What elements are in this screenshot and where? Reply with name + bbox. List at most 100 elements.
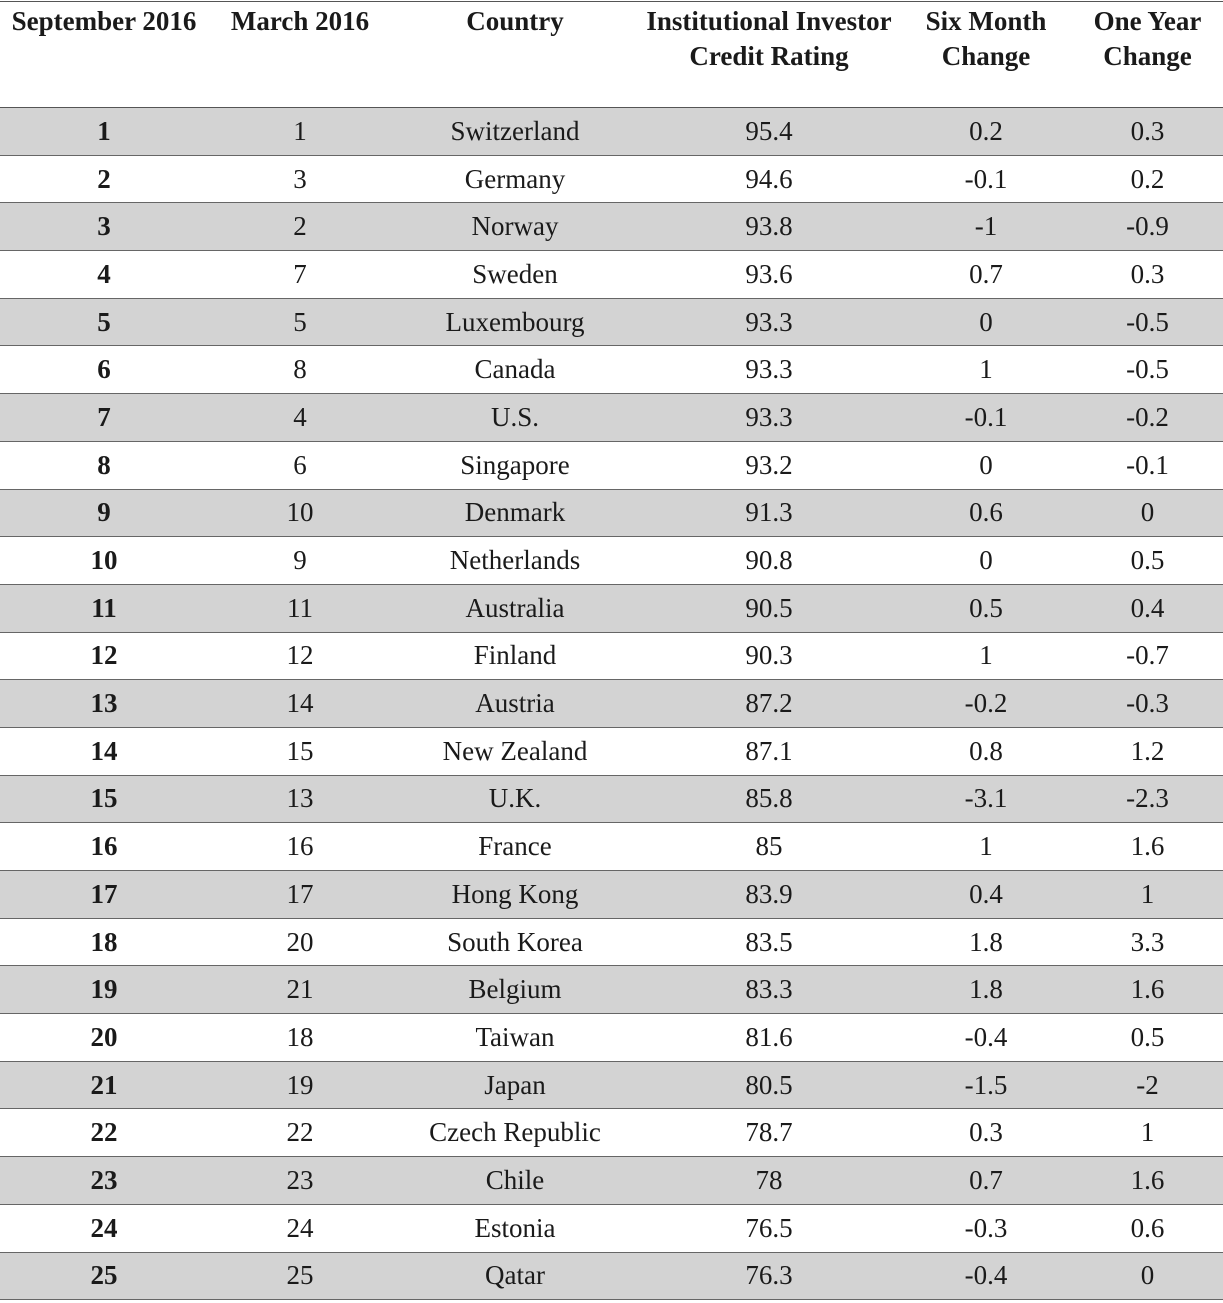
credit-rating-cell: 93.2 <box>745 449 793 480</box>
six-month-change-cell: 1.8 <box>969 974 1003 1005</box>
credit-rating-cell: 85.8 <box>745 783 793 814</box>
rank-march-2016-cell: 12 <box>286 640 314 671</box>
one-year-change-cell: 0 <box>1140 497 1155 528</box>
rank-march-2016-cell: 10 <box>286 497 314 528</box>
rank-march-2016-cell: 1 <box>293 115 307 146</box>
one-year-change-cell: -0.5 <box>1126 354 1169 385</box>
one-year-change-cell: 0 <box>1140 1260 1155 1291</box>
six-month-change-cell: -3.1 <box>964 783 1008 814</box>
table-row: 22 22 Czech Republic 78.7 0.3 1 <box>0 1109 1223 1157</box>
credit-rating-cell: 93.3 <box>745 354 793 385</box>
table-body: 1 1 Switzerland 95.4 0.2 0.3 2 3 Germany 94.6 -0.1… <box>0 107 1223 1300</box>
six-month-change-cell: 0.4 <box>969 878 1003 909</box>
credit-rating-cell: 78.7 <box>745 1117 793 1148</box>
rank-march-2016-cell: 7 <box>293 258 307 289</box>
credit-rating-cell: 85 <box>755 831 783 862</box>
credit-rating-cell: 87.1 <box>745 735 793 766</box>
rank-september-2016-cell: 4 <box>97 258 111 289</box>
header-march-2016: March 2016 <box>208 1 392 108</box>
table-row: 23 23 Chile 78 0.7 1.6 <box>0 1156 1223 1205</box>
rank-september-2016-cell: 18 <box>90 926 118 957</box>
one-year-change-cell: 0.3 <box>1130 115 1165 146</box>
credit-rating-cell: 87.2 <box>745 688 793 719</box>
rank-march-2016-cell: 19 <box>286 1069 314 1100</box>
credit-rating-cell: 76.5 <box>745 1212 793 1243</box>
six-month-change-cell: 0.7 <box>969 258 1003 289</box>
six-month-change-cell: 0 <box>979 545 993 576</box>
country-cell: Switzerland <box>450 115 580 146</box>
six-month-change-cell: 0.6 <box>969 497 1003 528</box>
one-year-change-cell: -0.2 <box>1126 401 1169 432</box>
one-year-change-cell: -0.1 <box>1126 449 1169 480</box>
country-cell: Norway <box>471 211 559 242</box>
six-month-change-cell: 0 <box>979 306 993 337</box>
table-row: 18 20 South Korea 83.5 1.8 3.3 <box>0 918 1223 966</box>
credit-rating-cell: 93.8 <box>745 211 793 242</box>
one-year-change-cell: 0.4 <box>1130 592 1165 623</box>
table-row: 12 12 Finland 90.3 1 -0.7 <box>0 632 1223 680</box>
rank-september-2016-cell: 19 <box>90 974 118 1005</box>
rank-september-2016-cell: 17 <box>90 878 118 909</box>
rank-march-2016-cell: 21 <box>286 974 314 1005</box>
country-cell: Germany <box>464 163 566 194</box>
rank-september-2016-cell: 6 <box>97 354 111 385</box>
rank-march-2016-cell: 18 <box>286 1021 314 1052</box>
rank-september-2016-cell: 16 <box>90 831 118 862</box>
rank-september-2016-cell: 9 <box>97 497 111 528</box>
country-cell: Qatar <box>485 1260 545 1291</box>
table-header: September 2016 March 2016 Country Instit… <box>0 1 1223 108</box>
credit-rating-cell: 90.8 <box>745 545 793 576</box>
rank-march-2016-cell: 3 <box>293 163 307 194</box>
one-year-change-cell: 3.3 <box>1130 926 1165 957</box>
rank-march-2016-cell: 16 <box>286 831 314 862</box>
rank-march-2016-cell: 13 <box>286 783 314 814</box>
rank-march-2016-cell: 15 <box>286 735 314 766</box>
credit-rating-cell: 93.3 <box>745 401 793 432</box>
rank-september-2016-cell: 23 <box>90 1164 118 1195</box>
one-year-change-cell: 0.2 <box>1130 163 1165 194</box>
country-cell: Czech Republic <box>429 1117 601 1148</box>
rank-march-2016-cell: 11 <box>287 592 313 623</box>
six-month-change-cell: -0.4 <box>964 1260 1008 1291</box>
rank-march-2016-cell: 8 <box>293 354 307 385</box>
country-cell: Luxembourg <box>445 306 585 337</box>
six-month-change-cell: -0.1 <box>964 401 1008 432</box>
rank-september-2016-cell: 13 <box>90 688 118 719</box>
country-cell: Singapore <box>460 449 570 480</box>
credit-rating-cell: 94.6 <box>745 163 793 194</box>
table-row: 16 16 France 85 1 1.6 <box>0 823 1223 871</box>
rank-september-2016-cell: 15 <box>90 783 118 814</box>
one-year-change-cell: 1 <box>1140 878 1155 909</box>
country-cell: U.K. <box>488 783 542 814</box>
credit-rating-cell: 91.3 <box>745 497 793 528</box>
six-month-change-cell: -0.1 <box>964 163 1008 194</box>
country-cell: Belgium <box>468 974 562 1005</box>
credit-rating-cell: 83.9 <box>745 878 793 909</box>
six-month-change-cell: 0.7 <box>969 1164 1003 1195</box>
table-row: 11 11 Australia 90.5 0.5 0.4 <box>0 584 1223 633</box>
header-row: September 2016 March 2016 Country Instit… <box>0 1 1223 108</box>
six-month-change-cell: -0.4 <box>964 1021 1008 1052</box>
rank-september-2016-cell: 21 <box>90 1069 118 1100</box>
rank-march-2016-cell: 22 <box>286 1117 314 1148</box>
one-year-change-cell: -2.3 <box>1126 783 1169 814</box>
credit-rating-cell: 78 <box>755 1164 783 1195</box>
one-year-change-cell: -0.3 <box>1126 688 1169 719</box>
one-year-change-cell: 1 <box>1140 1117 1155 1148</box>
one-year-change-cell: 0.3 <box>1130 258 1165 289</box>
table-row: 15 13 U.K. 85.8 -3.1 -2.3 <box>0 775 1223 823</box>
rank-march-2016-cell: 5 <box>293 306 307 337</box>
rank-march-2016-cell: 23 <box>286 1164 314 1195</box>
six-month-change-cell: 0.2 <box>969 115 1003 146</box>
table-row: 24 24 Estonia 76.5 -0.3 0.6 <box>0 1204 1223 1252</box>
one-year-change-cell: 1.6 <box>1130 831 1165 862</box>
one-year-change-cell: 1.6 <box>1130 1164 1165 1195</box>
credit-rating-cell: 90.3 <box>745 640 793 671</box>
rank-march-2016-cell: 20 <box>286 926 314 957</box>
country-cell: New Zealand <box>442 735 588 766</box>
rank-september-2016-cell: 8 <box>97 449 111 480</box>
table-row: 6 8 Canada 93.3 1 -0.5 <box>0 346 1223 394</box>
table-row: 17 17 Hong Kong 83.9 0.4 1 <box>0 870 1223 919</box>
header-one-year-change: One Year Change <box>1072 1 1223 108</box>
